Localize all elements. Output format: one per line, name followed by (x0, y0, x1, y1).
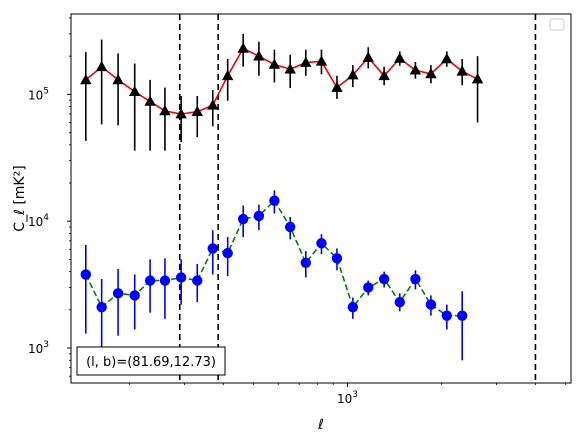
series-0-point (300, 56, 312, 67)
series-1-point (253, 210, 265, 222)
series-1-point (378, 273, 390, 285)
series-0-point (268, 58, 281, 69)
series-1-point (394, 296, 405, 308)
axis-labels: ℓ C_ℓ [mK²] (12, 165, 324, 433)
series-1-point (441, 310, 453, 321)
series-0-point (112, 73, 124, 85)
axes-spine (70, 13, 572, 384)
series-0-point (441, 52, 453, 64)
series-1-point (410, 273, 421, 285)
series-1-point (347, 301, 359, 313)
series-0-point (175, 107, 187, 119)
series-0-point (95, 60, 108, 72)
series-0-point (159, 104, 171, 116)
series-0-point (394, 52, 406, 63)
series-0-point (221, 69, 234, 81)
legend (549, 18, 565, 31)
series-1-point (80, 269, 92, 280)
series-1-point (363, 282, 374, 293)
series-1-point (237, 213, 249, 225)
annotation-frame (76, 346, 226, 376)
series-1-point (175, 272, 187, 283)
series-1-point (316, 238, 327, 249)
series-0-point (315, 55, 328, 66)
series-1-point (284, 221, 296, 233)
annotation: (l, b)=(81.69,12.73) (76, 346, 226, 376)
series-0-point (253, 50, 265, 61)
series-1-point (112, 288, 124, 299)
series-1-point (144, 275, 156, 286)
axes-frame (70, 13, 572, 384)
series-1-point (456, 310, 468, 321)
series-1-point (222, 247, 233, 259)
y-axis-label: C_ℓ [mK²] (12, 165, 28, 231)
series-1-point (207, 243, 218, 254)
series-0-point (129, 85, 141, 96)
series-0-point (409, 64, 422, 75)
annotation-text: (l, b)=(81.69,12.73) (86, 355, 216, 370)
series-1-point (331, 253, 343, 264)
series-1-point (425, 299, 437, 310)
legend-box (549, 18, 565, 31)
series-1-point (96, 301, 107, 313)
series-0-point (362, 51, 374, 62)
series-0-point (471, 73, 484, 84)
series-0-point (378, 69, 390, 81)
series-1-point (192, 275, 203, 286)
series-0-point (80, 73, 92, 85)
series-1-point (300, 257, 312, 268)
x-axis-label: ℓ (317, 417, 324, 433)
series-1-point (269, 195, 280, 206)
series-0-point (347, 69, 359, 80)
series-1-point (129, 290, 140, 301)
series-1-point (159, 275, 171, 286)
annotation-box: (l, b)=(81.69,12.73) (76, 346, 226, 376)
series-0-point (207, 99, 219, 110)
series-0-point (284, 63, 296, 74)
series-0-point (331, 81, 343, 92)
series-0-point (456, 65, 468, 76)
series-0-point (144, 95, 156, 106)
series-0-point (425, 67, 437, 79)
series-0-point (191, 105, 203, 117)
series-0-point (237, 42, 249, 53)
